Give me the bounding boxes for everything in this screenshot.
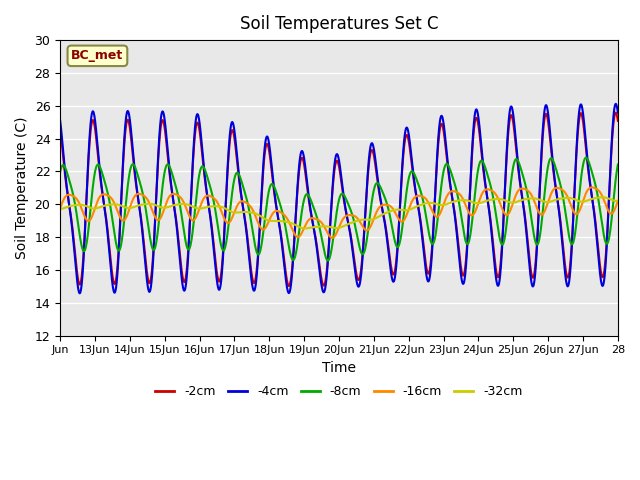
-32cm — [120, 204, 127, 210]
-32cm — [56, 206, 64, 212]
Line: -32cm: -32cm — [60, 197, 618, 228]
-4cm — [614, 110, 621, 116]
-16cm — [270, 209, 278, 215]
Y-axis label: Soil Temperature (C): Soil Temperature (C) — [15, 117, 29, 259]
-2cm — [604, 232, 611, 238]
Line: -8cm: -8cm — [60, 158, 618, 261]
-4cm — [120, 142, 128, 147]
-2cm — [612, 110, 620, 116]
-8cm — [153, 236, 161, 241]
-4cm — [604, 237, 611, 242]
-8cm — [294, 236, 302, 242]
-16cm — [614, 198, 621, 204]
-16cm — [153, 216, 161, 222]
-16cm — [120, 217, 127, 223]
-16cm — [588, 184, 596, 190]
-8cm — [324, 258, 332, 264]
-32cm — [301, 226, 309, 231]
-4cm — [56, 118, 64, 123]
-16cm — [604, 205, 611, 211]
-2cm — [543, 113, 551, 119]
-32cm — [598, 194, 606, 200]
-8cm — [56, 169, 64, 175]
-32cm — [543, 199, 551, 205]
-2cm — [120, 150, 127, 156]
-16cm — [328, 235, 336, 241]
-2cm — [285, 283, 292, 289]
Line: -2cm: -2cm — [60, 113, 618, 286]
-4cm — [543, 104, 551, 110]
Text: BC_met: BC_met — [71, 49, 124, 62]
Line: -4cm: -4cm — [60, 104, 618, 293]
-8cm — [270, 183, 278, 189]
-2cm — [153, 181, 161, 187]
-16cm — [294, 234, 302, 240]
-2cm — [56, 126, 64, 132]
-4cm — [76, 290, 83, 296]
-8cm — [604, 240, 611, 246]
-8cm — [582, 155, 590, 161]
X-axis label: Time: Time — [322, 361, 356, 375]
Line: -16cm: -16cm — [60, 187, 618, 238]
-32cm — [294, 224, 302, 229]
-4cm — [612, 101, 620, 107]
-2cm — [614, 118, 621, 124]
Title: Soil Temperatures Set C: Soil Temperatures Set C — [240, 15, 438, 33]
-8cm — [614, 162, 621, 168]
-2cm — [294, 176, 302, 181]
-32cm — [153, 203, 161, 208]
Legend: -2cm, -4cm, -8cm, -16cm, -32cm: -2cm, -4cm, -8cm, -16cm, -32cm — [150, 380, 527, 403]
-16cm — [543, 202, 551, 208]
-8cm — [120, 222, 127, 228]
-4cm — [153, 176, 161, 181]
-4cm — [270, 187, 278, 193]
-2cm — [270, 189, 278, 194]
-8cm — [543, 169, 551, 175]
-4cm — [294, 171, 302, 177]
-32cm — [614, 198, 621, 204]
-32cm — [604, 195, 611, 201]
-16cm — [56, 205, 64, 211]
-32cm — [270, 218, 278, 224]
